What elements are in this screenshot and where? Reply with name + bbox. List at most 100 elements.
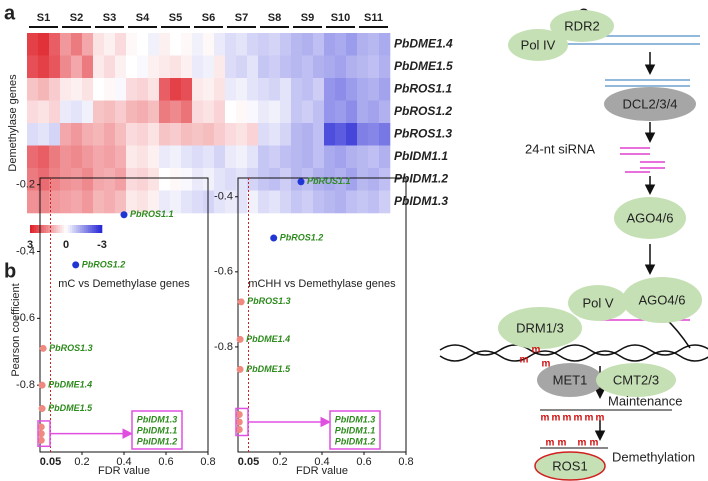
heat-cell: [291, 33, 303, 56]
node-label: CMT2/3: [613, 372, 659, 387]
heat-cell: [225, 123, 237, 146]
node: [596, 363, 676, 397]
heat-cell: [225, 33, 237, 56]
heat-cell: [104, 55, 116, 79]
heat-cell: [148, 145, 160, 169]
heat-cell: [302, 100, 314, 124]
heat-cell: [225, 145, 237, 169]
heat-cell: [38, 123, 50, 146]
heat-cell: [192, 33, 204, 56]
point-label: PbROS1.2: [280, 232, 324, 242]
heat-cell: [71, 168, 83, 191]
heat-cell: [49, 168, 61, 191]
heat-cell: [335, 55, 347, 79]
heat-cell: [247, 33, 259, 56]
methyl-mark: m: [558, 438, 567, 449]
colorbar-cell: [40, 225, 43, 233]
heat-cell: [236, 55, 248, 79]
heat-cell: [104, 168, 116, 191]
column-label: S1: [37, 12, 50, 24]
point: [37, 436, 45, 444]
heat-cell: [269, 145, 281, 169]
heat-cell: [346, 100, 358, 124]
node-label: Pol V: [582, 295, 613, 310]
heat-cell: [27, 55, 39, 79]
heat-cell: [27, 78, 39, 101]
heat-cell: [181, 78, 193, 101]
heat-cell: [181, 33, 193, 56]
heat-cell: [291, 190, 303, 214]
heat-cell: [170, 33, 182, 56]
point-label: PbDME1.5: [48, 403, 93, 413]
heat-cell: [137, 190, 149, 214]
heat-cell: [181, 145, 193, 169]
point-label: PbROS1.3: [49, 343, 93, 353]
colorbar-cell: [98, 225, 101, 233]
colorbar-cell: [38, 225, 41, 233]
heat-cell: [60, 168, 72, 191]
point: [237, 298, 245, 306]
label-box: [329, 410, 381, 450]
heat-cell: [269, 168, 281, 191]
colorbar-cell: [56, 225, 59, 233]
chart-title: mCHH vs Demethylase genes: [248, 278, 396, 290]
heat-cell: [280, 123, 292, 146]
heat-cell: [203, 78, 215, 101]
heat-cell: [82, 78, 94, 101]
colorbar-cell: [94, 225, 97, 233]
heat-cell: [324, 190, 336, 214]
x-tick-label: 0.2: [74, 456, 89, 468]
heat-cell: [357, 55, 369, 79]
heat-cell: [192, 78, 204, 101]
y-tick-label: -0.4: [16, 245, 35, 257]
heat-cell: [93, 33, 105, 56]
heat-cell: [170, 55, 182, 79]
heat-cell: [170, 100, 182, 124]
label: Demethylation: [612, 449, 695, 464]
x-tick-label: 0.8: [200, 456, 215, 468]
heat-cell: [269, 78, 281, 101]
column-label: S8: [268, 12, 281, 24]
heat-cell: [126, 55, 138, 79]
heat-cell: [137, 168, 149, 191]
methyl-mark: m: [520, 355, 529, 366]
heat-cell: [302, 78, 314, 101]
heat-cell: [49, 100, 61, 124]
heat-cell: [324, 145, 336, 169]
heat-cell: [181, 100, 193, 124]
heat-cell: [60, 33, 72, 56]
heat-cell: [170, 145, 182, 169]
heat-cell: [115, 123, 127, 146]
heat-cell: [225, 100, 237, 124]
point-label: PbDME1.4: [48, 380, 92, 390]
heat-cell: [148, 33, 160, 56]
heat-cell: [335, 100, 347, 124]
heat-cell: [192, 190, 204, 214]
heat-cell: [335, 78, 347, 101]
heat-cell: [27, 168, 39, 191]
colorbar-cell: [64, 225, 67, 233]
row-label: PbROS1.2: [394, 104, 452, 118]
panel-label: a: [4, 2, 16, 24]
heat-cell: [313, 100, 325, 124]
point-label: PbIDM1.1: [335, 425, 376, 435]
heat-cell: [324, 55, 336, 79]
point: [236, 365, 244, 373]
colorbar-cell: [72, 225, 75, 233]
heat-cell: [71, 78, 83, 101]
heat-cell: [280, 145, 292, 169]
heat-cell: [247, 55, 259, 79]
heat-cell: [137, 78, 149, 101]
node: [568, 285, 628, 321]
heat-cell: [181, 190, 193, 214]
heat-cell: [192, 123, 204, 146]
colorbar-cell: [36, 225, 39, 233]
node: [508, 29, 568, 61]
heat-cell: [368, 145, 380, 169]
methyl-mark: m: [563, 413, 572, 424]
point: [235, 425, 243, 433]
heat-cell: [214, 190, 226, 214]
heat-cell: [379, 145, 391, 169]
point: [39, 344, 47, 352]
heat-cell: [137, 55, 149, 79]
